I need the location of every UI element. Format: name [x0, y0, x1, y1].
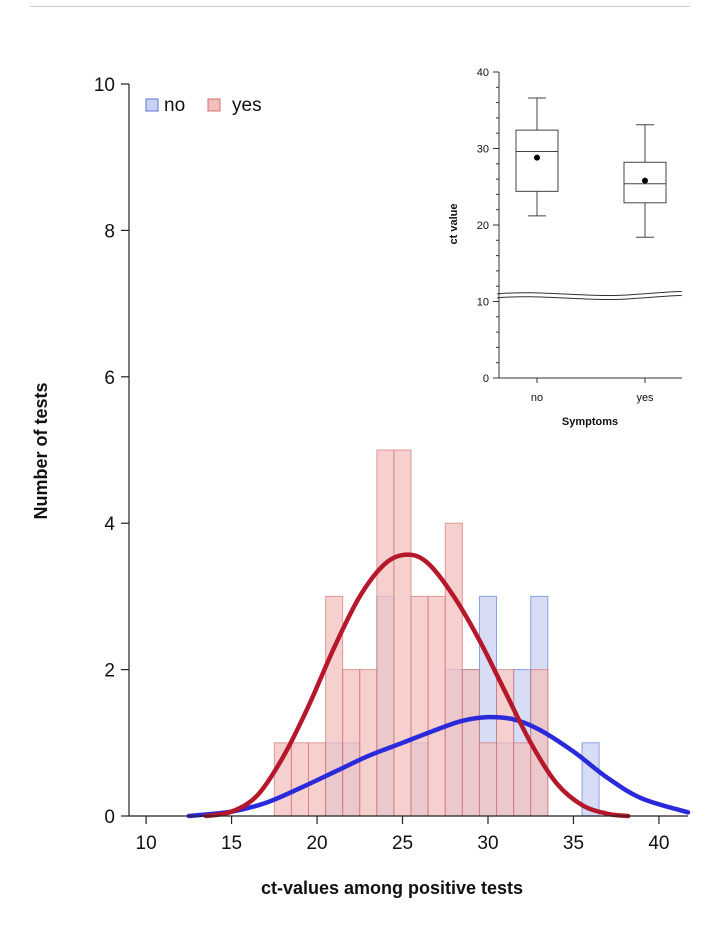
- inset-axis-break-line: [496, 294, 683, 301]
- box-mean-no: [534, 154, 540, 161]
- histogram-bar-yes: [325, 595, 344, 817]
- legend-swatch-no: [145, 98, 159, 112]
- x-tick-label: 25: [392, 833, 413, 854]
- top-rule: [30, 6, 690, 7]
- inset-x-tick-label: yes: [636, 392, 654, 404]
- histogram-bar-yes: [478, 742, 498, 817]
- inset-y-tick-label: 0: [483, 373, 489, 385]
- y-tick-label: 0: [104, 807, 115, 828]
- inset-y-tick-label: 20: [477, 220, 489, 232]
- y-tick-label: 4: [104, 514, 115, 535]
- histogram-bar-yes: [461, 669, 480, 817]
- y-tick-label: 8: [104, 221, 115, 242]
- inset-x-axis-title: Symptoms: [562, 416, 618, 428]
- histogram-bar-yes: [342, 669, 361, 817]
- inset-y-axis-title: ct value: [448, 204, 460, 245]
- histogram-bar-yes: [427, 595, 446, 817]
- histogram-bar-yes: [376, 449, 395, 817]
- x-tick-label: 40: [648, 833, 669, 854]
- legend-swatch-yes: [207, 98, 221, 112]
- inset-y-tick-label: 30: [477, 144, 489, 156]
- histogram-bar-yes: [393, 449, 412, 817]
- histogram-bar-yes: [513, 742, 532, 817]
- legend-label-no: no: [164, 95, 185, 116]
- x-tick-label: 30: [477, 833, 498, 854]
- y-tick-label: 10: [94, 75, 115, 96]
- y-tick-label: 2: [104, 661, 115, 682]
- density-curve-no: [186, 714, 691, 819]
- histogram-bar-yes: [359, 669, 378, 817]
- density-curve-yes: [203, 552, 631, 819]
- histogram-bar-yes: [290, 742, 309, 817]
- inset-y-tick-label: 10: [477, 297, 489, 309]
- box-no: [515, 129, 559, 192]
- x-tick-label: 20: [306, 833, 327, 854]
- x-tick-label: 15: [221, 833, 242, 854]
- inset-boxplot: 0 10 20 30 40 no yes Symptoms ct value: [448, 67, 683, 428]
- y-tick-label: 6: [104, 368, 115, 389]
- y-axis-title: Number of tests: [31, 382, 51, 519]
- histogram-bar-yes: [410, 595, 429, 817]
- inset-x-tick-label: no: [531, 392, 543, 404]
- x-tick-label: 35: [563, 833, 584, 854]
- inset-axis-break-line: [496, 290, 683, 297]
- inset-y-tick-label: 40: [477, 67, 489, 79]
- histogram-bar-yes: [444, 522, 463, 817]
- legend-label-yes: yes: [232, 95, 262, 116]
- x-tick-label: 10: [136, 833, 157, 854]
- box-mean-yes: [642, 177, 648, 184]
- x-axis-title: ct-values among positive tests: [261, 878, 523, 898]
